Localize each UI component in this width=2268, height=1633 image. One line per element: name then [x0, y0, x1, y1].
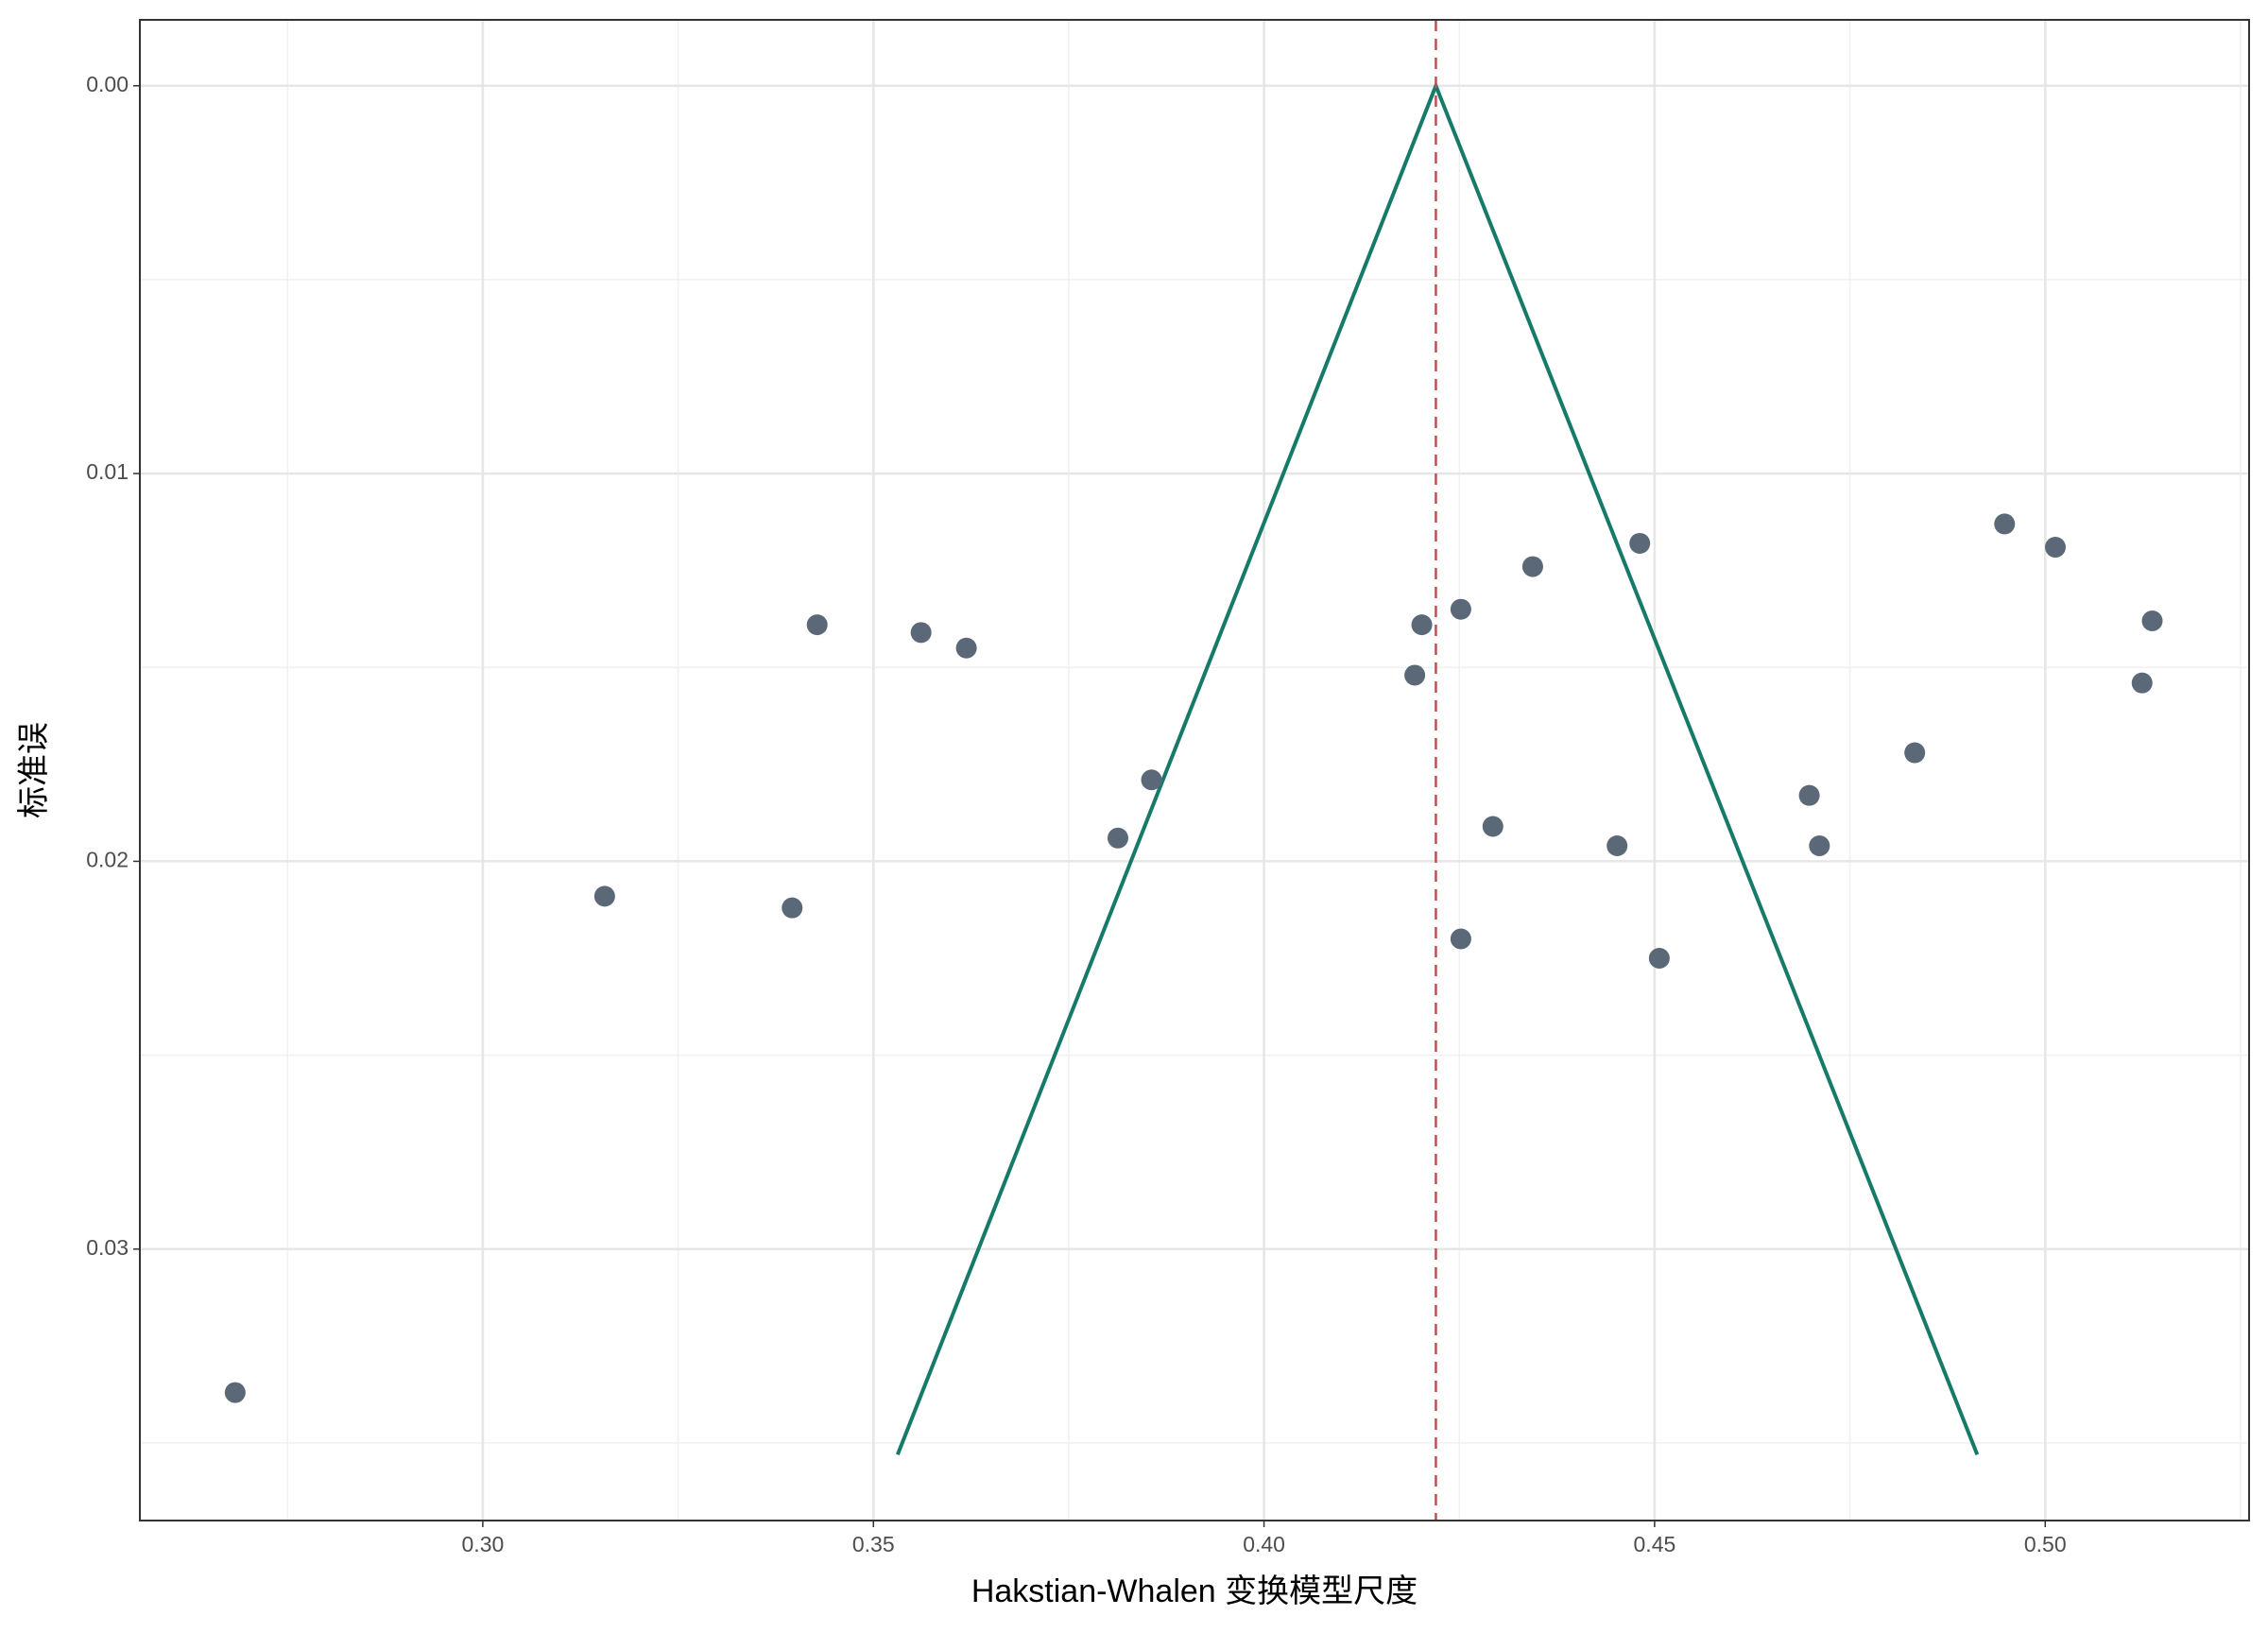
point — [1450, 928, 1471, 950]
point — [2131, 672, 2153, 694]
point — [1521, 556, 1543, 577]
point — [1482, 816, 1503, 837]
point — [593, 885, 615, 907]
point — [806, 614, 828, 636]
y-tick-label: 0.01 — [86, 459, 129, 484]
point — [224, 1382, 246, 1403]
y-axis-title: 标准误 — [16, 722, 52, 818]
point — [1450, 598, 1471, 620]
x-tick-label: 0.50 — [2024, 1532, 2067, 1556]
y-tick-label: 0.02 — [86, 848, 129, 872]
point — [1141, 769, 1162, 791]
point — [2044, 537, 2066, 559]
panel-border — [139, 19, 2250, 1521]
x-tick-label: 0.35 — [852, 1532, 895, 1556]
x-tick-label: 0.40 — [1243, 1532, 1285, 1556]
point — [955, 637, 977, 659]
point — [1809, 835, 1830, 857]
point — [1411, 614, 1433, 636]
point — [782, 897, 803, 919]
point — [1629, 532, 1651, 554]
point — [1904, 742, 1926, 764]
point — [1798, 784, 1820, 806]
point — [1404, 664, 1426, 686]
y-tick-label: 0.03 — [86, 1235, 129, 1260]
x-tick-label: 0.45 — [1634, 1532, 1676, 1556]
point — [1606, 835, 1628, 857]
x-axis-title: Hakstian-Whalen 变换模型尺度 — [971, 1573, 1418, 1609]
point — [2141, 610, 2163, 632]
point — [1107, 827, 1128, 849]
point — [910, 622, 932, 644]
y-tick-label: 0.00 — [86, 72, 129, 96]
x-tick-label: 0.30 — [462, 1532, 505, 1556]
point — [1648, 948, 1670, 970]
point — [1994, 513, 2016, 535]
